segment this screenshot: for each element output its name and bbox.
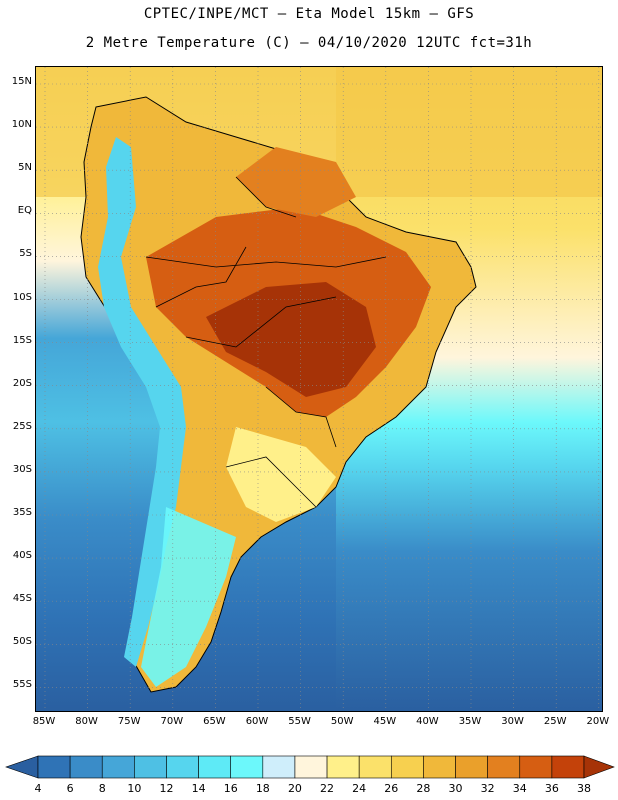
latitude-label: 35S bbox=[12, 507, 32, 518]
legend-swatch bbox=[37, 755, 71, 779]
legend-swatch bbox=[198, 755, 232, 779]
country-borders bbox=[145, 176, 387, 508]
longitude-label: 65W bbox=[203, 716, 226, 727]
longitude-label: 85W bbox=[32, 716, 56, 727]
longitude-label: 80W bbox=[75, 716, 98, 727]
longitude-label: 20W bbox=[586, 716, 610, 727]
map-subtitle: 2 Metre Temperature (C) – 04/10/2020 12U… bbox=[85, 35, 533, 51]
legend-label: 34 bbox=[512, 782, 527, 795]
northern-hot-zone bbox=[236, 147, 356, 217]
legend-label: 32 bbox=[480, 782, 495, 795]
latitude-label: 40S bbox=[12, 550, 32, 562]
latitude-label: 25S bbox=[12, 420, 32, 432]
legend-label: 24 bbox=[352, 782, 367, 795]
legend-label: 16 bbox=[223, 782, 238, 795]
longitude-label: 30W bbox=[501, 716, 524, 727]
latitude-label: 15N bbox=[11, 76, 32, 87]
legend-label: 18 bbox=[255, 782, 270, 795]
legend-arrow-low bbox=[5, 755, 39, 779]
latitude-label: 5S bbox=[19, 248, 32, 260]
legend-swatch bbox=[423, 755, 456, 779]
legend-label: 6 bbox=[66, 782, 74, 795]
central-brazil-hottest-zone bbox=[206, 282, 376, 397]
temperature-map[interactable] bbox=[35, 66, 603, 712]
legend-swatch bbox=[326, 755, 360, 779]
longitude-label: 45W bbox=[373, 716, 397, 727]
patagonia-cool-zone bbox=[141, 507, 236, 687]
legend-swatch bbox=[551, 755, 585, 779]
longitude-label: 60W bbox=[245, 716, 269, 727]
longitude-label: 25W bbox=[543, 716, 567, 727]
legend-swatch bbox=[487, 755, 521, 779]
longitude-label: 40W bbox=[416, 716, 439, 727]
legend-label: 30 bbox=[448, 782, 463, 795]
legend-swatch bbox=[390, 755, 424, 779]
latitude-label: 5N bbox=[18, 162, 32, 174]
legend-swatch bbox=[455, 755, 488, 779]
latitude-label: EQ bbox=[17, 205, 32, 217]
latitude-label: 10S bbox=[12, 291, 32, 303]
legend-swatch bbox=[166, 755, 199, 779]
legend-swatch bbox=[358, 755, 392, 779]
legend-swatch bbox=[262, 755, 296, 779]
longitude-label: 75W bbox=[117, 716, 141, 727]
legend-label: 26 bbox=[384, 782, 399, 795]
latitude-label: 20S bbox=[12, 377, 32, 389]
longitude-label: 70W bbox=[160, 716, 184, 727]
legend-swatch bbox=[294, 755, 328, 779]
longitude-label: 55W bbox=[288, 716, 311, 727]
legend-swatch bbox=[101, 755, 135, 779]
legend-arrow-high bbox=[583, 755, 615, 779]
legend-label: 22 bbox=[320, 782, 335, 795]
legend-label: 8 bbox=[98, 782, 106, 795]
legend-label: 36 bbox=[544, 782, 559, 795]
longitude-label: 35W bbox=[458, 716, 482, 727]
southeast-mild-zone bbox=[226, 427, 336, 522]
legend-swatch bbox=[519, 755, 553, 779]
legend-swatch bbox=[69, 755, 103, 779]
legend-label: 14 bbox=[191, 782, 206, 795]
lat-lon-grid bbox=[36, 67, 602, 711]
longitude-label: 50W bbox=[330, 716, 354, 727]
latitude-label: 15S bbox=[12, 334, 32, 346]
latitude-label: 55S bbox=[12, 679, 32, 691]
legend-label: 38 bbox=[577, 782, 591, 795]
temperature-map-canvas bbox=[36, 67, 602, 711]
legend-label: 20 bbox=[287, 782, 302, 795]
legend-label: 28 bbox=[416, 782, 431, 795]
legend-label: 12 bbox=[159, 782, 174, 795]
latitude-label: 50S bbox=[12, 636, 32, 648]
legend-label: 4 bbox=[34, 782, 42, 795]
latitude-label: 45S bbox=[12, 593, 32, 605]
latitude-label: 30S bbox=[12, 463, 32, 475]
color-legend bbox=[5, 755, 615, 779]
legend-label: 10 bbox=[127, 782, 142, 795]
legend-swatch bbox=[134, 755, 167, 779]
map-title: CPTEC/INPE/MCT – Eta Model 15km – GFS bbox=[143, 6, 475, 22]
latitude-label: 10N bbox=[11, 119, 32, 131]
legend-swatch bbox=[230, 755, 264, 779]
